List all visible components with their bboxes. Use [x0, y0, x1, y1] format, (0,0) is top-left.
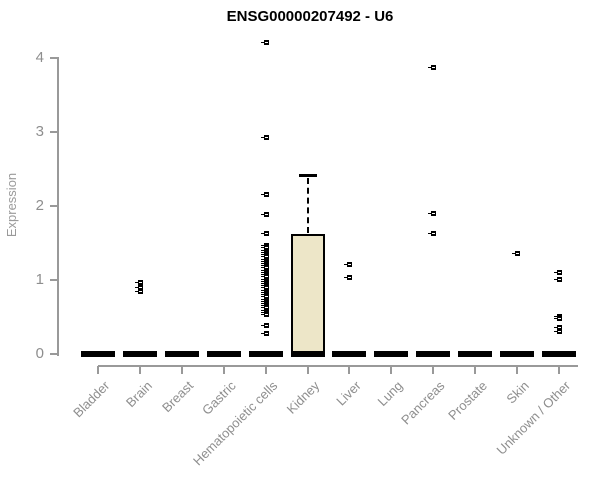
whisker-line — [307, 177, 309, 234]
outlier-point[interactable] — [261, 323, 269, 329]
box-body[interactable] — [291, 234, 325, 356]
outlier-point[interactable] — [554, 316, 562, 322]
outlier-point[interactable] — [428, 210, 436, 216]
median-line[interactable] — [291, 351, 325, 357]
x-axis-tick — [432, 366, 434, 374]
y-axis-tick — [50, 353, 58, 355]
outlier-point[interactable] — [428, 230, 436, 236]
median-line[interactable] — [458, 351, 492, 357]
outlier-point[interactable] — [261, 212, 269, 218]
x-axis-category-label-text: Kidney — [283, 378, 323, 417]
median-line[interactable] — [165, 351, 199, 357]
y-axis-tick — [50, 279, 58, 281]
outlier-point[interactable] — [344, 275, 352, 281]
outlier-point[interactable] — [554, 313, 562, 319]
outlier-point[interactable] — [261, 330, 269, 336]
outlier-point[interactable] — [261, 312, 269, 318]
y-axis-tick-label: 0 — [35, 345, 44, 362]
outlier-point[interactable] — [135, 280, 143, 286]
outlier-point[interactable] — [554, 269, 562, 275]
x-axis-category-label-text: Skin — [503, 378, 532, 407]
x-axis-tick — [348, 366, 350, 374]
x-axis-tick — [390, 366, 392, 374]
median-line[interactable] — [416, 351, 450, 357]
x-axis-category-label-text: Lung — [374, 378, 406, 410]
outlier-point[interactable] — [554, 329, 562, 335]
chart-title: ENSG00000207492 - U6 — [226, 8, 394, 25]
x-axis-category-label-text: Unknown / Other — [494, 378, 574, 458]
outlier-point[interactable] — [261, 40, 269, 46]
median-line[interactable] — [207, 351, 241, 357]
x-axis-category-label-text: Prostate — [444, 378, 490, 423]
x-axis-category-label-text: Breast — [159, 378, 197, 416]
x-axis-tick — [265, 366, 267, 374]
median-line[interactable] — [249, 351, 283, 357]
median-line[interactable] — [81, 351, 115, 357]
outlier-point[interactable] — [135, 289, 143, 295]
y-axis-tick-label: 4 — [35, 49, 44, 66]
outlier-point[interactable] — [554, 276, 562, 282]
x-axis-tick — [558, 366, 560, 374]
y-axis-line — [57, 57, 59, 356]
median-line[interactable] — [332, 351, 366, 357]
x-axis-category-label-text: Liver — [333, 378, 364, 409]
x-axis-tick — [223, 366, 225, 374]
x-axis-category-label-text: Pancreas — [398, 378, 448, 428]
outlier-point[interactable] — [261, 192, 269, 198]
median-line[interactable] — [542, 351, 576, 357]
outlier-point[interactable] — [135, 284, 143, 290]
x-axis-tick — [307, 366, 309, 374]
median-line[interactable] — [123, 351, 157, 357]
x-axis-tick — [97, 366, 99, 374]
y-axis-tick — [50, 205, 58, 207]
y-axis-tick — [50, 57, 58, 59]
whisker-cap — [299, 173, 317, 177]
outlier-point[interactable] — [344, 262, 352, 268]
x-axis-tick — [474, 366, 476, 374]
outlier-point[interactable] — [428, 64, 436, 70]
median-line[interactable] — [500, 351, 534, 357]
outlier-point[interactable] — [554, 325, 562, 331]
x-axis-tick — [516, 366, 518, 374]
y-axis-tick-label: 1 — [35, 271, 44, 288]
x-axis-tick — [139, 366, 141, 374]
outlier-point[interactable] — [512, 250, 520, 256]
median-line[interactable] — [374, 351, 408, 357]
y-axis-tick — [50, 131, 58, 133]
x-axis-category-label-text: Gastric — [198, 378, 239, 418]
outlier-point[interactable] — [261, 135, 269, 141]
x-axis-line — [98, 365, 578, 367]
x-axis-category-label-text: Bladder — [70, 378, 113, 421]
x-axis-category-label-text: Brain — [122, 378, 155, 411]
y-axis-tick-label: 2 — [35, 197, 44, 214]
x-axis-tick — [181, 366, 183, 374]
y-axis-tick-label: 3 — [35, 123, 44, 140]
outlier-point[interactable] — [261, 230, 269, 236]
